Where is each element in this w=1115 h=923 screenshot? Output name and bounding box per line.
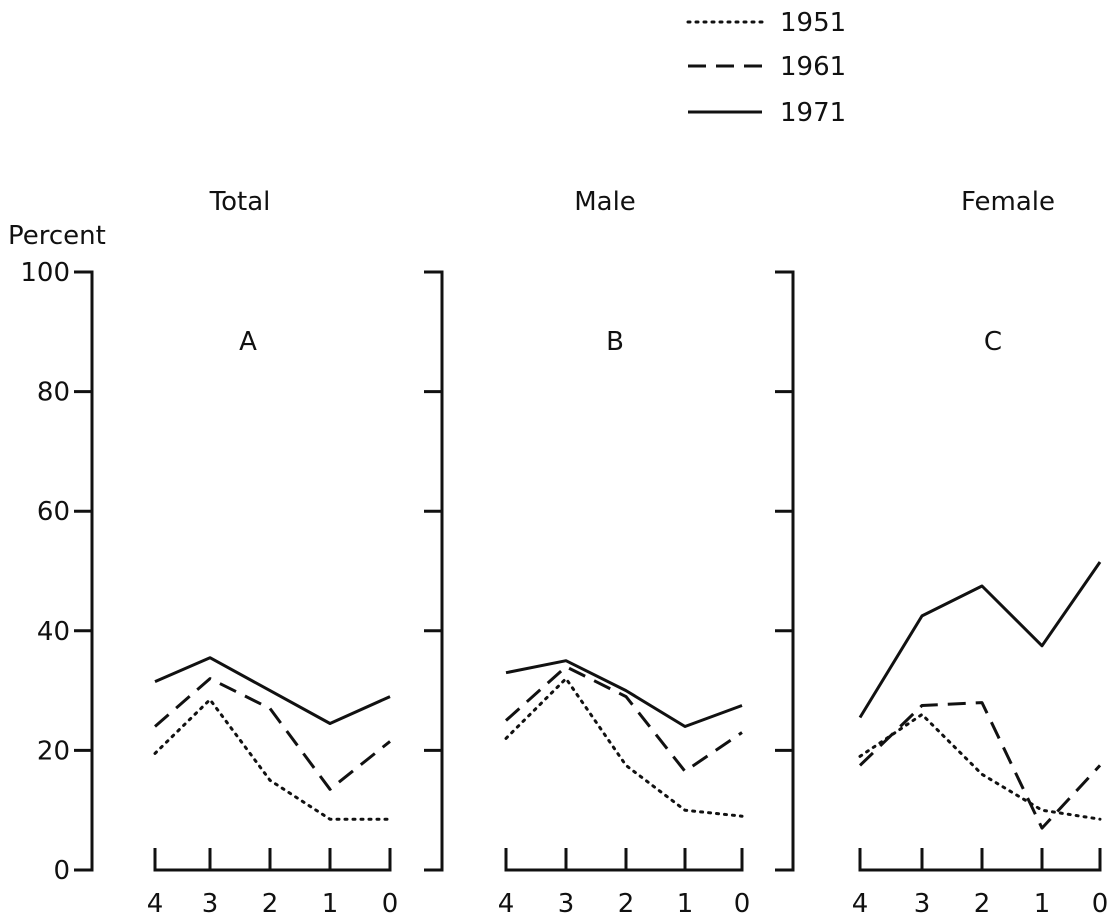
x-tick-label-c-4: 4 [852,889,869,919]
series-line-b-1971 [505,659,743,728]
panel-title-c: Female [961,187,1055,217]
x-tick-label-a-2: 2 [262,889,279,919]
legend-label-1971: 1971 [780,98,846,128]
legend-label-1961: 1961 [780,52,846,82]
x-tick-label-b-4: 4 [498,889,515,919]
x-tick-label-c-1: 1 [1034,889,1051,919]
x-tick-label-b-1: 1 [677,889,694,919]
series-line-c-1961 [858,701,1102,830]
panel-letter-b: B [606,327,624,357]
series-line-c-1951 [858,713,1102,821]
panel-title-b: Male [574,187,636,217]
series-line-c-1971 [858,561,1102,719]
x-tick-label-a-0: 0 [382,889,399,919]
x-tick-label-a-4: 4 [147,889,164,919]
x-tick-label-b-3: 3 [558,889,575,919]
x-tick-label-c-2: 2 [974,889,991,919]
series-line-b-1951 [504,677,744,818]
y-tick-label-80: 80 [37,378,70,408]
y-tick-label-0: 0 [53,856,70,886]
series-line-a-1961 [154,677,391,791]
x-tick-label-c-3: 3 [914,889,931,919]
x-tick-label-a-3: 3 [202,889,219,919]
y-tick-label-40: 40 [37,617,70,647]
x-tick-label-b-2: 2 [618,889,635,919]
y-tick-label-60: 60 [37,497,70,527]
y-tick-label-20: 20 [37,736,70,766]
x-tick-label-a-1: 1 [322,889,339,919]
x-tick-label-c-0: 0 [1092,889,1109,919]
series-line-a-1971 [154,656,391,725]
x-tick-label-b-0: 0 [734,889,751,919]
panel-letter-c: C [984,327,1002,357]
series-line-a-1951 [153,698,392,821]
panel-title-a: Total [209,187,271,217]
panel-letter-a: A [239,327,257,357]
y-axis-label: Percent [8,221,106,251]
series-line-b-1961 [504,665,743,773]
legend-label-1951: 1951 [780,8,846,38]
y-tick-label-100: 100 [20,258,70,288]
